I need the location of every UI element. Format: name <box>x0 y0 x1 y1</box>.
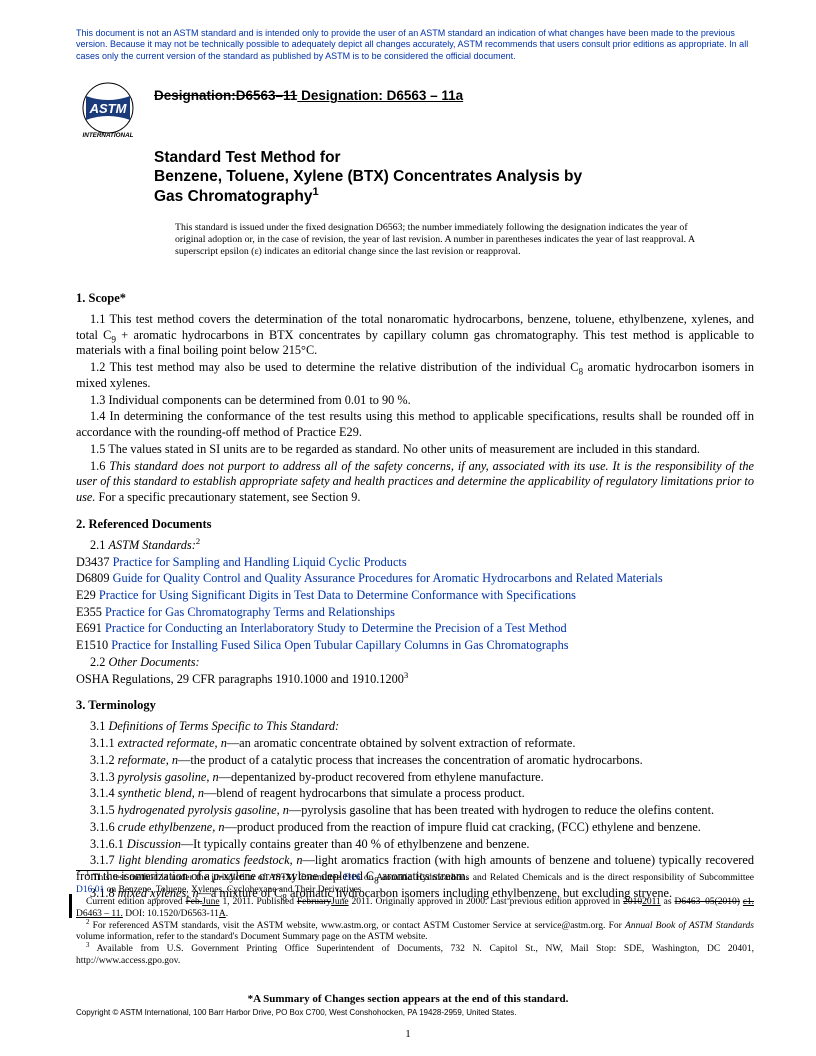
footnote-2: 2 For referenced ASTM standards, visit t… <box>76 921 754 945</box>
term-3-1-6-1: 3.1.6.1 Discussion—It typically contains… <box>76 837 754 853</box>
term-3-1-1: 3.1.1 extracted reformate, n—an aromatic… <box>76 736 754 752</box>
logo-subtext: INTERNATIONAL <box>83 132 134 139</box>
summary-of-changes-note: *A Summary of Changes section appears at… <box>0 993 816 1005</box>
ref-link[interactable]: Guide for Quality Control and Quality As… <box>113 571 663 585</box>
ref-e691: E691 Practice for Conducting an Interlab… <box>76 621 754 637</box>
refs-2-2: 2.2 Other Documents: <box>76 655 754 671</box>
title-line-2: Benzene, Toluene, Xylene (BTX) Concentra… <box>154 168 582 185</box>
footnote-link[interactable]: D16.01 <box>76 885 104 895</box>
ref-d6809: D6809 Guide for Quality Control and Qual… <box>76 571 754 587</box>
disclaimer-text: This document is not an ASTM standard an… <box>76 28 754 62</box>
ref-e1510: E1510 Practice for Installing Fused Sili… <box>76 638 754 654</box>
ref-e29: E29 Practice for Using Significant Digit… <box>76 588 754 604</box>
scope-1-1: 1.1 This test method covers the determin… <box>76 312 754 359</box>
standard-title: Standard Test Method for Benzene, Toluen… <box>154 148 754 206</box>
footnote-1: 1 This test method is under the jurisdic… <box>76 873 754 897</box>
ref-link[interactable]: Practice for Conducting an Interlaborato… <box>105 621 567 635</box>
refs-heading: 2. Referenced Documents <box>76 516 754 532</box>
footnotes: 1 This test method is under the jurisdic… <box>76 870 754 968</box>
footnote-link[interactable]: D16 <box>344 873 360 883</box>
ref-link[interactable]: Practice for Sampling and Handling Liqui… <box>113 555 407 569</box>
scope-1-2: 1.2 This test method may also be used to… <box>76 360 754 391</box>
change-bar <box>69 894 72 918</box>
ref-link[interactable]: Practice for Gas Chromatography Terms an… <box>105 605 395 619</box>
term-3-1-2: 3.1.2 reformate, n—the product of a cata… <box>76 753 754 769</box>
scope-1-5: 1.5 The values stated in SI units are to… <box>76 442 754 458</box>
footnote-3: 3 Available from U.S. Government Printin… <box>76 944 754 968</box>
scope-heading: 1. Scope* <box>76 290 754 306</box>
old-designation: Designation:D6563–11 <box>154 88 297 103</box>
copyright-line: Copyright © ASTM International, 100 Barr… <box>76 1008 517 1017</box>
ref-d3437: D3437 Practice for Sampling and Handling… <box>76 555 754 571</box>
term-3-1-3: 3.1.3 pyrolysis gasoline, n—depentanized… <box>76 770 754 786</box>
term-3-1-6: 3.1.6 crude ethylbenzene, n—product prod… <box>76 820 754 836</box>
term-3-1-4: 3.1.4 synthetic blend, n—blend of reagen… <box>76 786 754 802</box>
scope-1-6: 1.6 This standard does not purport to ad… <box>76 459 754 506</box>
ref-link[interactable]: Practice for Using Significant Digits in… <box>99 588 576 602</box>
ref-osha: OSHA Regulations, 29 CFR paragraphs 1910… <box>76 672 754 688</box>
page-number: 1 <box>0 1028 816 1040</box>
body-content: 1. Scope* 1.1 This test method covers th… <box>76 280 754 903</box>
scope-1-4: 1.4 In determining the conformance of th… <box>76 409 754 440</box>
footnote-rule <box>76 870 251 871</box>
new-designation: Designation: D6563 – 11a <box>297 88 463 103</box>
footnote-1-b: Current edition approved Feb.June 1, 201… <box>76 897 754 921</box>
svg-text:ASTM: ASTM <box>89 101 128 116</box>
astm-logo: ASTM INTERNATIONAL <box>76 78 140 147</box>
title-line-1: Standard Test Method for <box>154 149 341 166</box>
issuance-note: This standard is issued under the fixed … <box>175 222 696 259</box>
ref-link[interactable]: Practice for Installing Fused Silica Ope… <box>111 638 568 652</box>
ref-e355: E355 Practice for Gas Chromatography Ter… <box>76 605 754 621</box>
title-line-3: Gas Chromatography <box>154 188 312 205</box>
term-3-1-5: 3.1.5 hydrogenated pyrolysis gasoline, n… <box>76 803 754 819</box>
designation-line: Designation:D6563–11 Designation: D6563 … <box>154 88 463 103</box>
scope-1-3: 1.3 Individual components can be determi… <box>76 393 754 409</box>
terms-heading: 3. Terminology <box>76 697 754 713</box>
terms-3-1: 3.1 Definitions of Terms Specific to Thi… <box>76 719 754 735</box>
refs-2-1: 2.1 ASTM Standards:2 <box>76 538 754 554</box>
